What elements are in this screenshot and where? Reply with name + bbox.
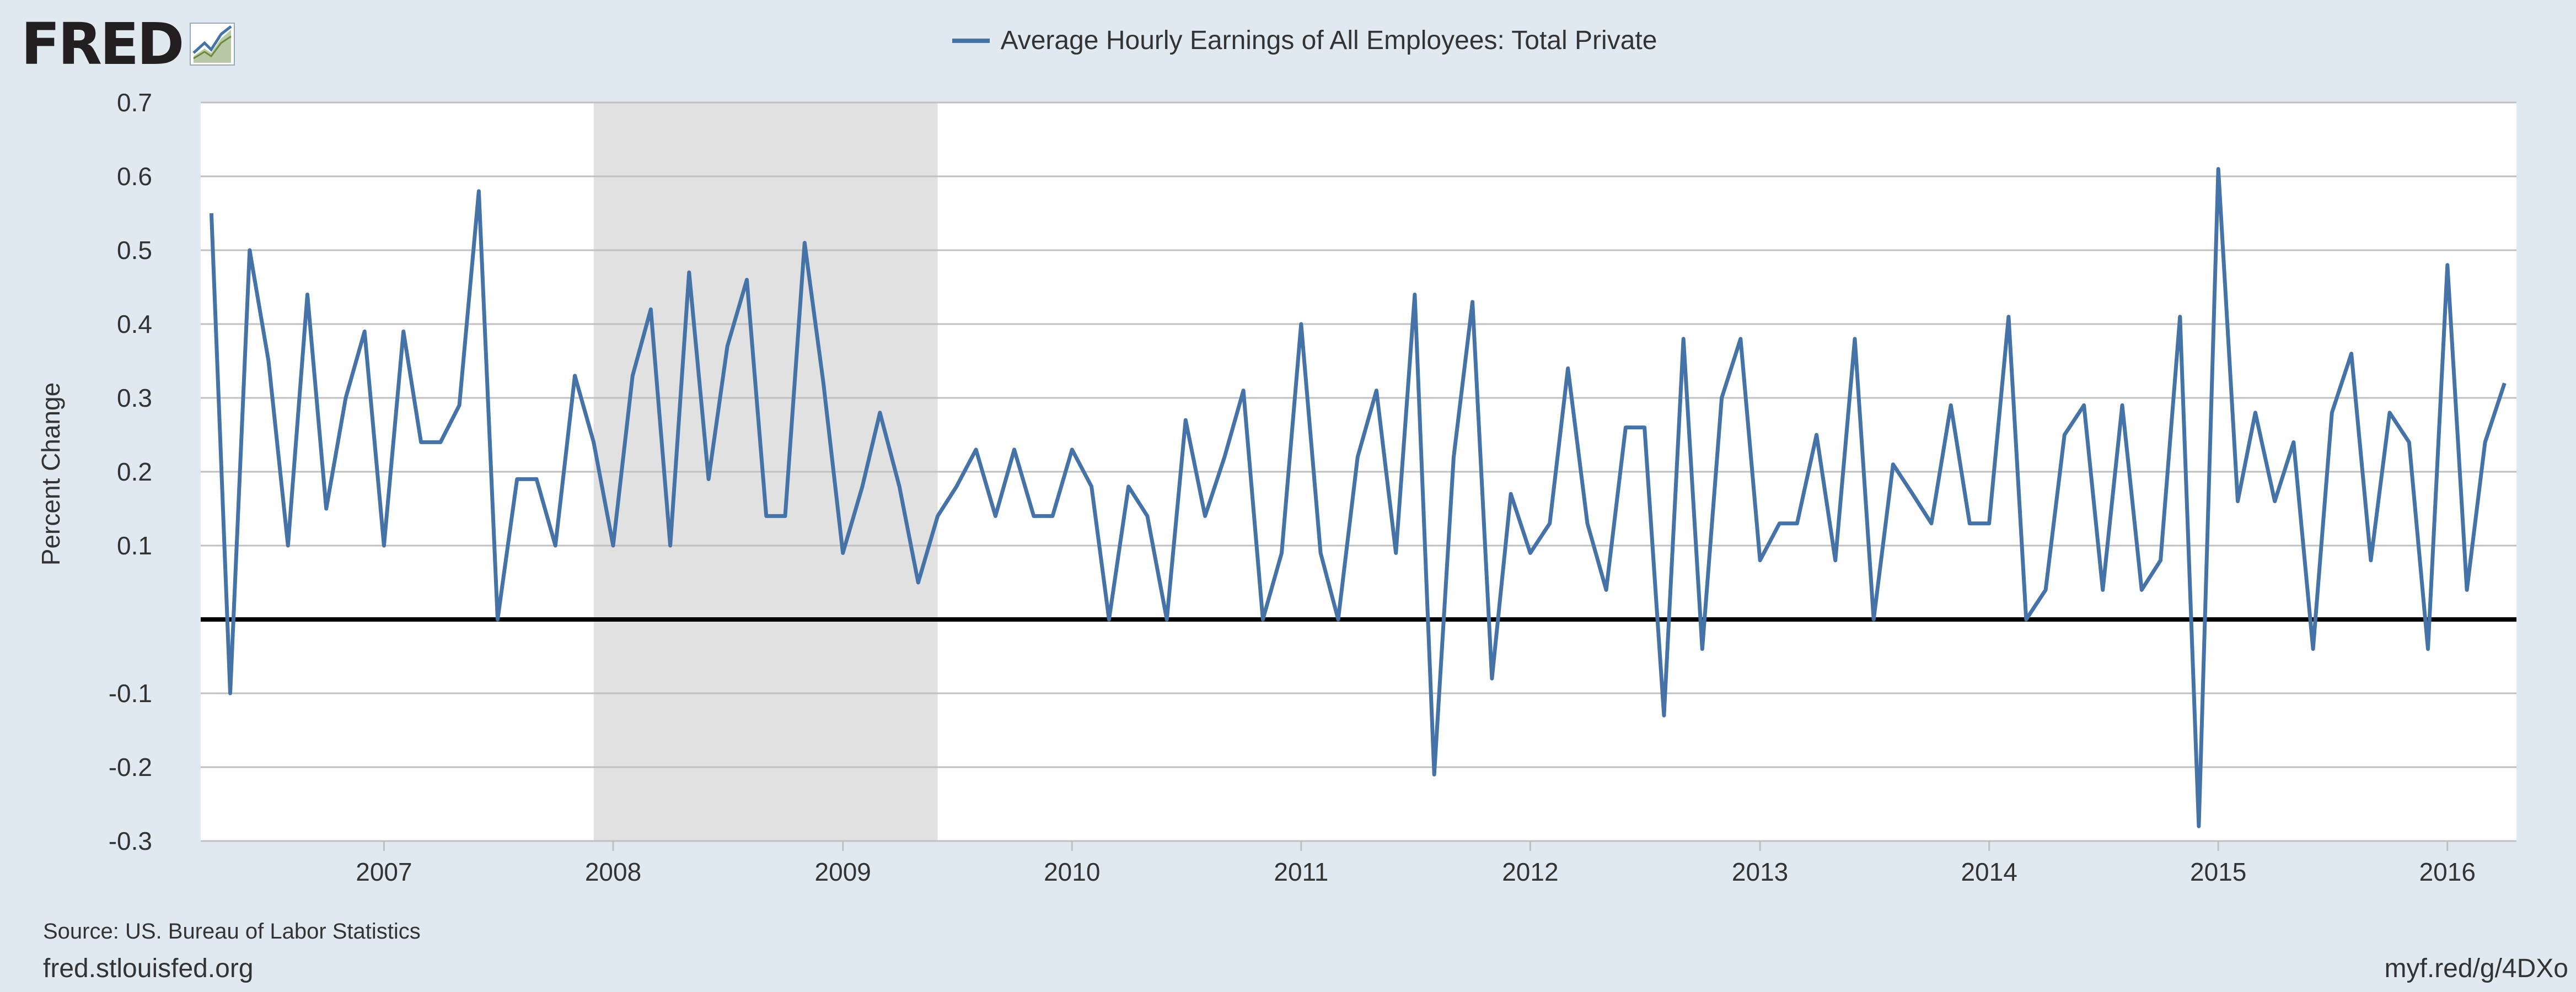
- x-tick-label: 2015: [2190, 858, 2246, 886]
- x-tick-label: 2010: [1044, 858, 1100, 886]
- y-tick-label: 0.3: [117, 384, 152, 412]
- y-tick-label: 0.1: [117, 531, 152, 560]
- x-tick-label: 2008: [585, 858, 641, 886]
- logo-text: FRED: [21, 10, 184, 78]
- y-tick-label: 0.6: [117, 162, 152, 191]
- fred-logo[interactable]: FRED: [21, 10, 235, 78]
- y-tick-label: 0.7: [117, 88, 152, 117]
- short-link[interactable]: myf.red/g/4DXo: [2384, 954, 2568, 983]
- x-tick-label: 2009: [815, 858, 871, 886]
- grid-lines: [201, 101, 2516, 842]
- y-tick-label: -0.1: [109, 679, 152, 708]
- legend-swatch: [952, 38, 990, 43]
- site-link[interactable]: fred.stlouisfed.org: [43, 954, 254, 983]
- y-tick-label: -0.3: [109, 827, 152, 855]
- x-tick-label: 2016: [2419, 858, 2476, 886]
- y-axis-ticks: 0.7 0.6 0.5 0.4 0.3 0.2 0.1 -0.1 -0.2 -0.3: [109, 88, 152, 855]
- y-tick-label: 0.4: [117, 310, 152, 338]
- x-tick-label: 2012: [1502, 858, 1558, 886]
- x-tick-label: 2013: [1732, 858, 1788, 886]
- x-tick-label: 2014: [1961, 858, 2017, 886]
- x-axis-ticks: 2007 2008 2009 2010 2011 2012 2013 2014 2015 2016: [356, 841, 2476, 886]
- chart-legend: Average Hourly Earnings of All Employees…: [0, 25, 2576, 56]
- x-tick-label: 2007: [356, 858, 412, 886]
- series-line: [209, 167, 2507, 828]
- y-tick-label: 0.2: [117, 457, 152, 486]
- source-note: Source: US. Bureau of Labor Statistics: [43, 919, 421, 944]
- trend-line-icon: [189, 23, 235, 66]
- y-tick-label: 0.5: [117, 236, 152, 265]
- x-tick-label: 2011: [1274, 858, 1328, 886]
- legend-series-label: Average Hourly Earnings of All Employees…: [1000, 26, 1657, 55]
- y-tick-label: -0.2: [109, 753, 152, 781]
